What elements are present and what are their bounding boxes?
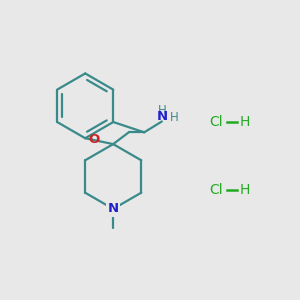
Text: N: N [156, 110, 167, 123]
Text: N: N [108, 202, 119, 215]
Text: H: H [240, 115, 250, 129]
Text: H: H [240, 183, 250, 197]
Text: Cl: Cl [209, 115, 223, 129]
Text: Cl: Cl [209, 183, 223, 197]
Text: O: O [88, 133, 100, 146]
Text: H: H [158, 104, 166, 117]
Text: H: H [170, 111, 179, 124]
